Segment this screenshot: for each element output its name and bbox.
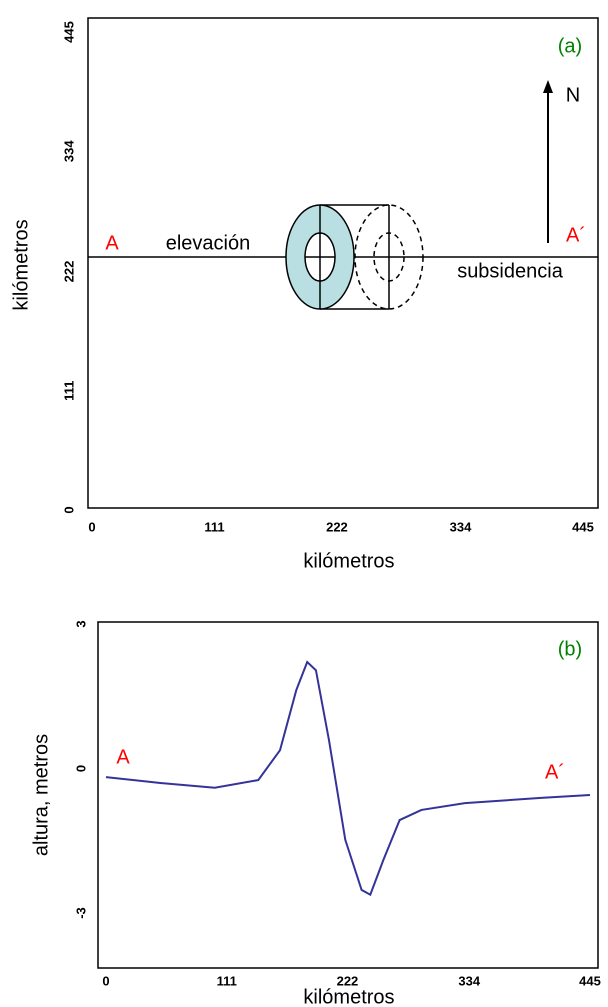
y-axis-label: kilómetros xyxy=(10,219,32,310)
x-axis-label: kilómetros xyxy=(303,550,394,572)
y-axis-label: altura, metros xyxy=(30,734,52,856)
y-tick-label: 334 xyxy=(61,140,76,162)
annotation: A´ xyxy=(566,224,586,246)
y-tick-label: 0 xyxy=(61,506,76,513)
x-tick-label: 111 xyxy=(217,973,237,988)
data-line xyxy=(105,660,591,897)
annotation: (a) xyxy=(558,35,582,57)
y-tick-label: 445 xyxy=(61,21,76,43)
y-tick-label: 222 xyxy=(61,261,76,283)
x-axis-label: kilómetros xyxy=(303,986,394,1007)
annotation: elevación xyxy=(166,232,251,254)
x-tick-label: 0 xyxy=(102,973,109,988)
dashed-ring xyxy=(354,204,424,310)
x-tick-label: 111 xyxy=(204,519,224,534)
plot-frame xyxy=(97,621,599,969)
y-tick-label: 111 xyxy=(61,381,76,401)
x-tick-label: 222 xyxy=(337,973,359,988)
annotation: A xyxy=(105,232,119,254)
y-tick-label: -3 xyxy=(73,907,88,919)
annotation: N xyxy=(566,84,580,106)
source-diagram xyxy=(285,204,424,310)
annotation: (b) xyxy=(558,638,582,660)
x-tick-label: 222 xyxy=(326,519,348,534)
x-tick-label: 334 xyxy=(450,519,472,534)
plot-frame xyxy=(87,17,599,509)
x-tick-label: 445 xyxy=(572,519,594,534)
annotation: A´ xyxy=(545,761,565,783)
x-tick-label: 0 xyxy=(88,519,95,534)
north-arrow-head xyxy=(543,80,553,93)
annotation: subsidencia xyxy=(457,260,564,282)
y-tick-label: 0 xyxy=(73,765,88,772)
x-tick-label: 445 xyxy=(579,973,601,988)
x-tick-label: 334 xyxy=(458,973,480,988)
y-tick-label: 3 xyxy=(73,620,88,627)
annotation: A xyxy=(116,746,130,768)
